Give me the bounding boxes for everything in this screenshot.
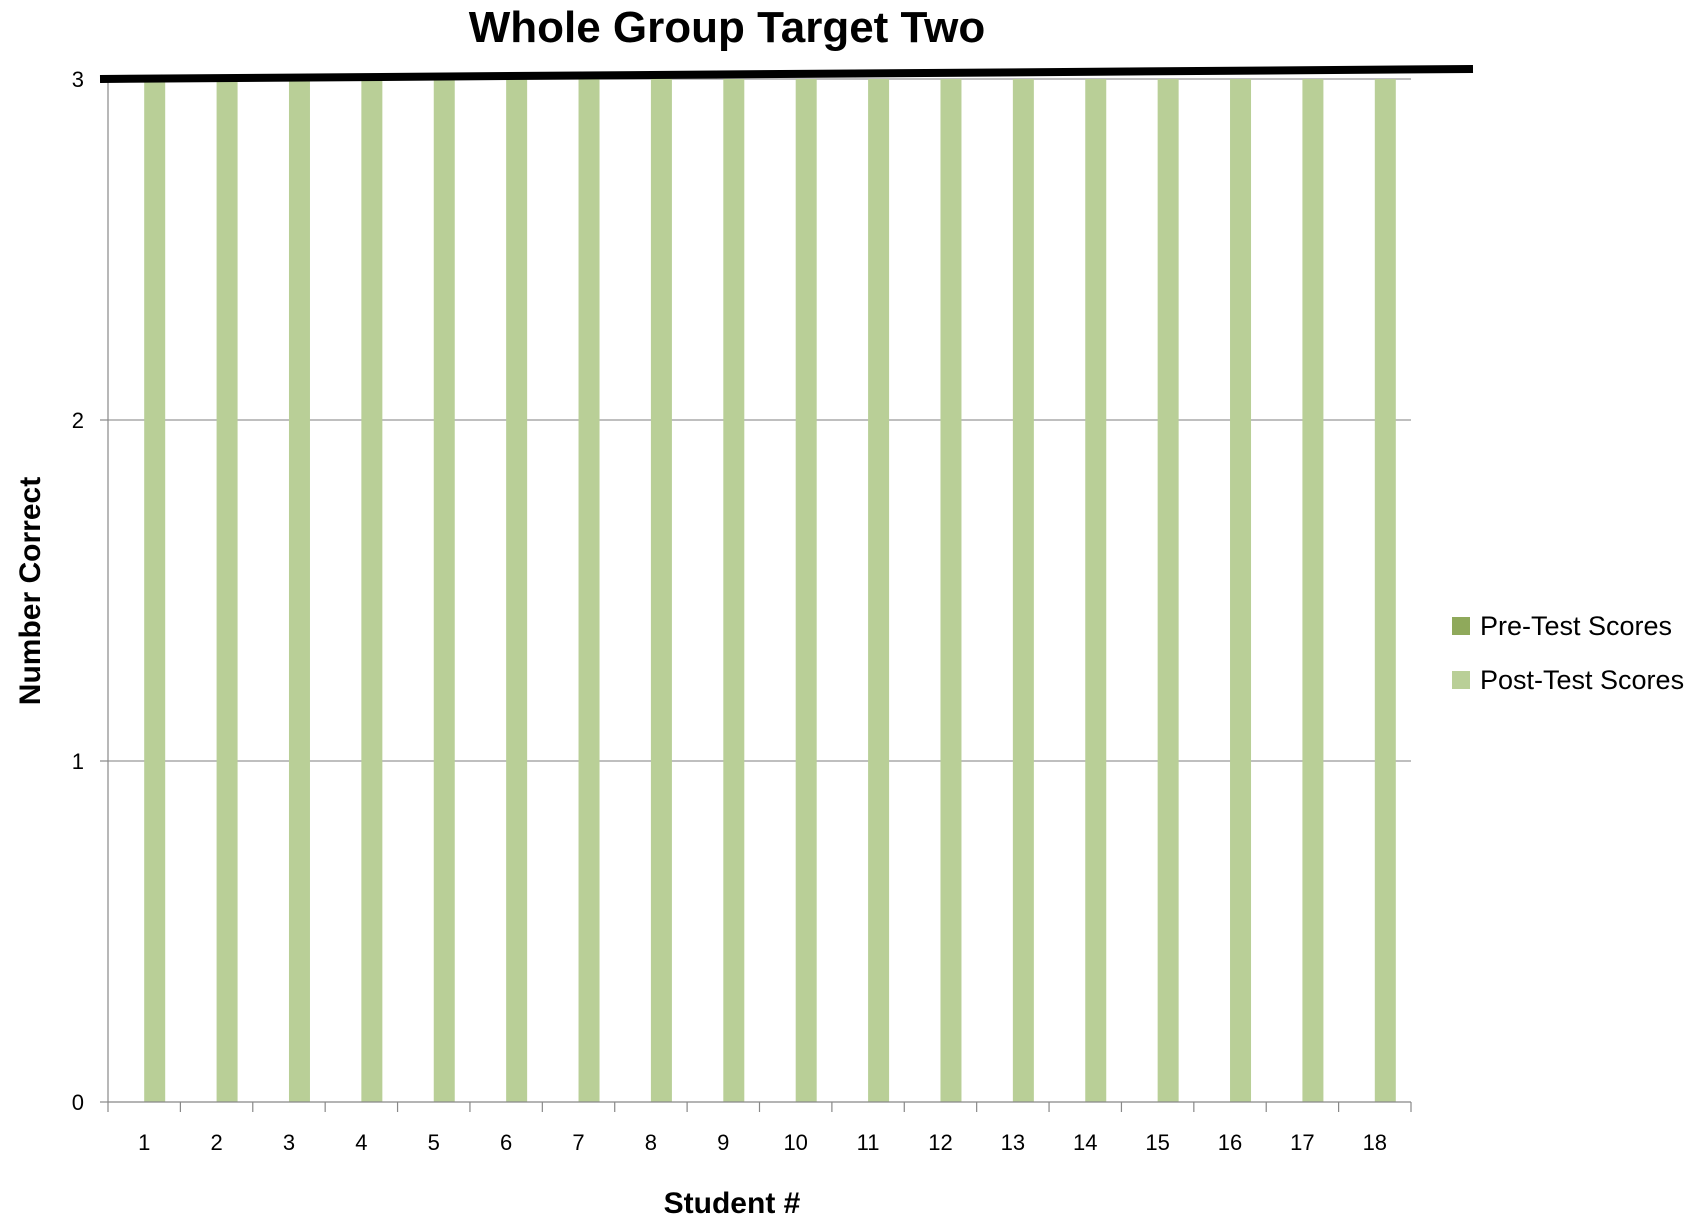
target-line [99,65,1474,83]
bar-post-student-9 [723,79,745,1102]
x-tick-label: 14 [1073,1130,1097,1155]
x-tick-label: 17 [1290,1130,1314,1155]
y-tick-labels: 0 1 2 3 [72,67,84,1115]
bar-post-student-11 [868,79,890,1102]
bar-post-student-7 [578,79,600,1102]
bar-post-student-14 [1085,79,1107,1102]
x-tick-label: 5 [428,1130,440,1155]
chart-title: Whole Group Target Two [469,3,986,52]
bar-post-student-5 [433,79,455,1102]
bars-group [144,79,1396,1102]
x-tick-label: 4 [355,1130,367,1155]
x-tick-label: 13 [1001,1130,1025,1155]
legend: Pre-Test Scores Post-Test Scores [1452,611,1684,695]
bar-post-student-17 [1302,79,1324,1102]
legend-label: Pre-Test Scores [1480,611,1672,641]
x-tick-label: 11 [857,1130,880,1155]
target-line-group [99,65,1474,83]
bar-post-student-2 [216,79,238,1102]
x-tick-label: 6 [500,1130,512,1155]
y-tick-label: 2 [72,408,84,433]
y-tick-label: 1 [72,749,84,774]
x-axis-title: Student # [664,1187,801,1219]
x-tick-labels: 1 2 3 4 5 6 7 8 9 10 11 12 13 14 15 16 17 18 [138,1130,1387,1155]
legend-swatch [1452,617,1470,635]
bar-post-student-1 [144,79,166,1102]
legend-swatch [1452,671,1470,689]
x-tick-label: 16 [1218,1130,1242,1155]
bar-post-student-3 [288,79,310,1102]
x-tick-label: 2 [210,1130,222,1155]
bar-post-student-12 [940,79,962,1102]
x-tick-label: 18 [1363,1130,1387,1155]
bar-post-student-6 [506,79,528,1102]
bar-post-student-13 [1012,79,1034,1102]
bar-post-student-8 [650,79,672,1102]
y-tick-label: 3 [72,67,84,92]
x-tick-label: 12 [928,1130,952,1155]
y-tick-label: 0 [72,1090,84,1115]
x-tick-label: 9 [717,1130,729,1155]
bar-post-student-18 [1374,79,1396,1102]
x-tick-label: 10 [783,1130,807,1155]
axes-group [100,78,1412,1112]
x-tick-label: 3 [283,1130,295,1155]
x-tick-label: 7 [572,1130,584,1155]
x-tick-label: 1 [138,1130,150,1155]
bar-post-student-4 [361,79,383,1102]
x-tick-label: 15 [1145,1130,1169,1155]
bar-post-student-16 [1230,79,1252,1102]
bar-post-student-10 [795,79,817,1102]
legend-label: Post-Test Scores [1480,665,1684,695]
bar-post-student-15 [1157,79,1179,1102]
x-tick-label: 8 [645,1130,657,1155]
y-axis-title: Number Correct [14,477,47,705]
